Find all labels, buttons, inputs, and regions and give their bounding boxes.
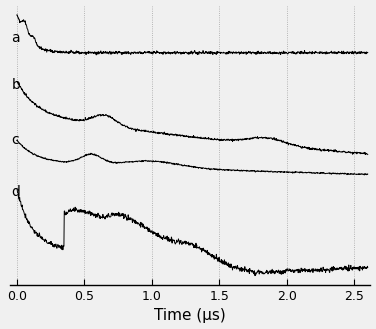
Text: d: d <box>11 185 20 199</box>
Text: c: c <box>11 134 19 147</box>
X-axis label: Time (μs): Time (μs) <box>155 309 226 323</box>
Text: a: a <box>11 31 20 45</box>
Text: b: b <box>11 78 20 91</box>
